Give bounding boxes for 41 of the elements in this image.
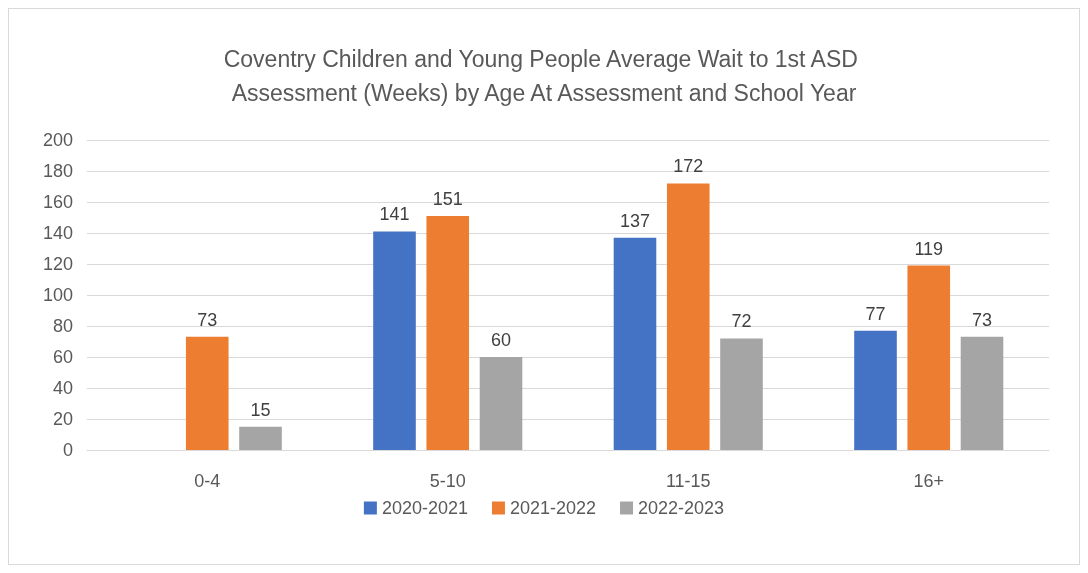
bar bbox=[426, 215, 470, 450]
bar bbox=[854, 330, 897, 450]
bar bbox=[666, 183, 710, 450]
y-tick-label: 20 bbox=[52, 409, 73, 429]
legend-label: 2021-2022 bbox=[509, 498, 597, 518]
data-label: 15 bbox=[250, 399, 271, 420]
data-label: 60 bbox=[490, 330, 512, 350]
data-label: 137 bbox=[619, 210, 651, 231]
x-tick-label: 11-15 bbox=[665, 471, 711, 491]
y-tick-label: 200 bbox=[42, 130, 73, 150]
y-tick-label: 140 bbox=[42, 223, 73, 243]
y-tick-label: 120 bbox=[42, 254, 73, 274]
bar bbox=[239, 426, 282, 450]
y-tick-label: 160 bbox=[42, 192, 73, 212]
data-label: 141 bbox=[379, 204, 410, 225]
y-tick-label: 60 bbox=[52, 347, 73, 367]
data-label: 77 bbox=[865, 303, 886, 324]
x-tick-label: 16+ bbox=[913, 471, 945, 491]
bar bbox=[960, 336, 1004, 450]
x-tick-label: 5-10 bbox=[429, 471, 466, 491]
data-label: 172 bbox=[673, 156, 704, 177]
y-tick-label: 40 bbox=[52, 378, 73, 398]
data-label: 73 bbox=[197, 309, 218, 330]
bar bbox=[373, 231, 416, 450]
bar bbox=[479, 357, 523, 450]
y-tick-label: 100 bbox=[42, 285, 73, 305]
bar bbox=[185, 336, 229, 450]
data-label: 73 bbox=[971, 309, 993, 330]
legend-label: 2022-2023 bbox=[638, 498, 725, 518]
legend-label: 2020-2021 bbox=[381, 498, 468, 518]
y-tick-label: 0 bbox=[62, 440, 73, 460]
data-label: 151 bbox=[432, 188, 463, 209]
chart-title: Coventry Children and Young People Average Wait to 1st ASD Assessment (Weeks) by Age At Assessment and School Year bbox=[223, 46, 865, 106]
x-tick-label: 0-4 bbox=[194, 471, 221, 491]
bar bbox=[720, 338, 763, 450]
data-label: 119 bbox=[914, 238, 944, 259]
y-tick-label: 180 bbox=[42, 161, 73, 181]
bar bbox=[613, 237, 657, 450]
data-label: 72 bbox=[731, 311, 752, 332]
bar bbox=[907, 265, 951, 450]
y-tick-label: 80 bbox=[52, 316, 73, 336]
